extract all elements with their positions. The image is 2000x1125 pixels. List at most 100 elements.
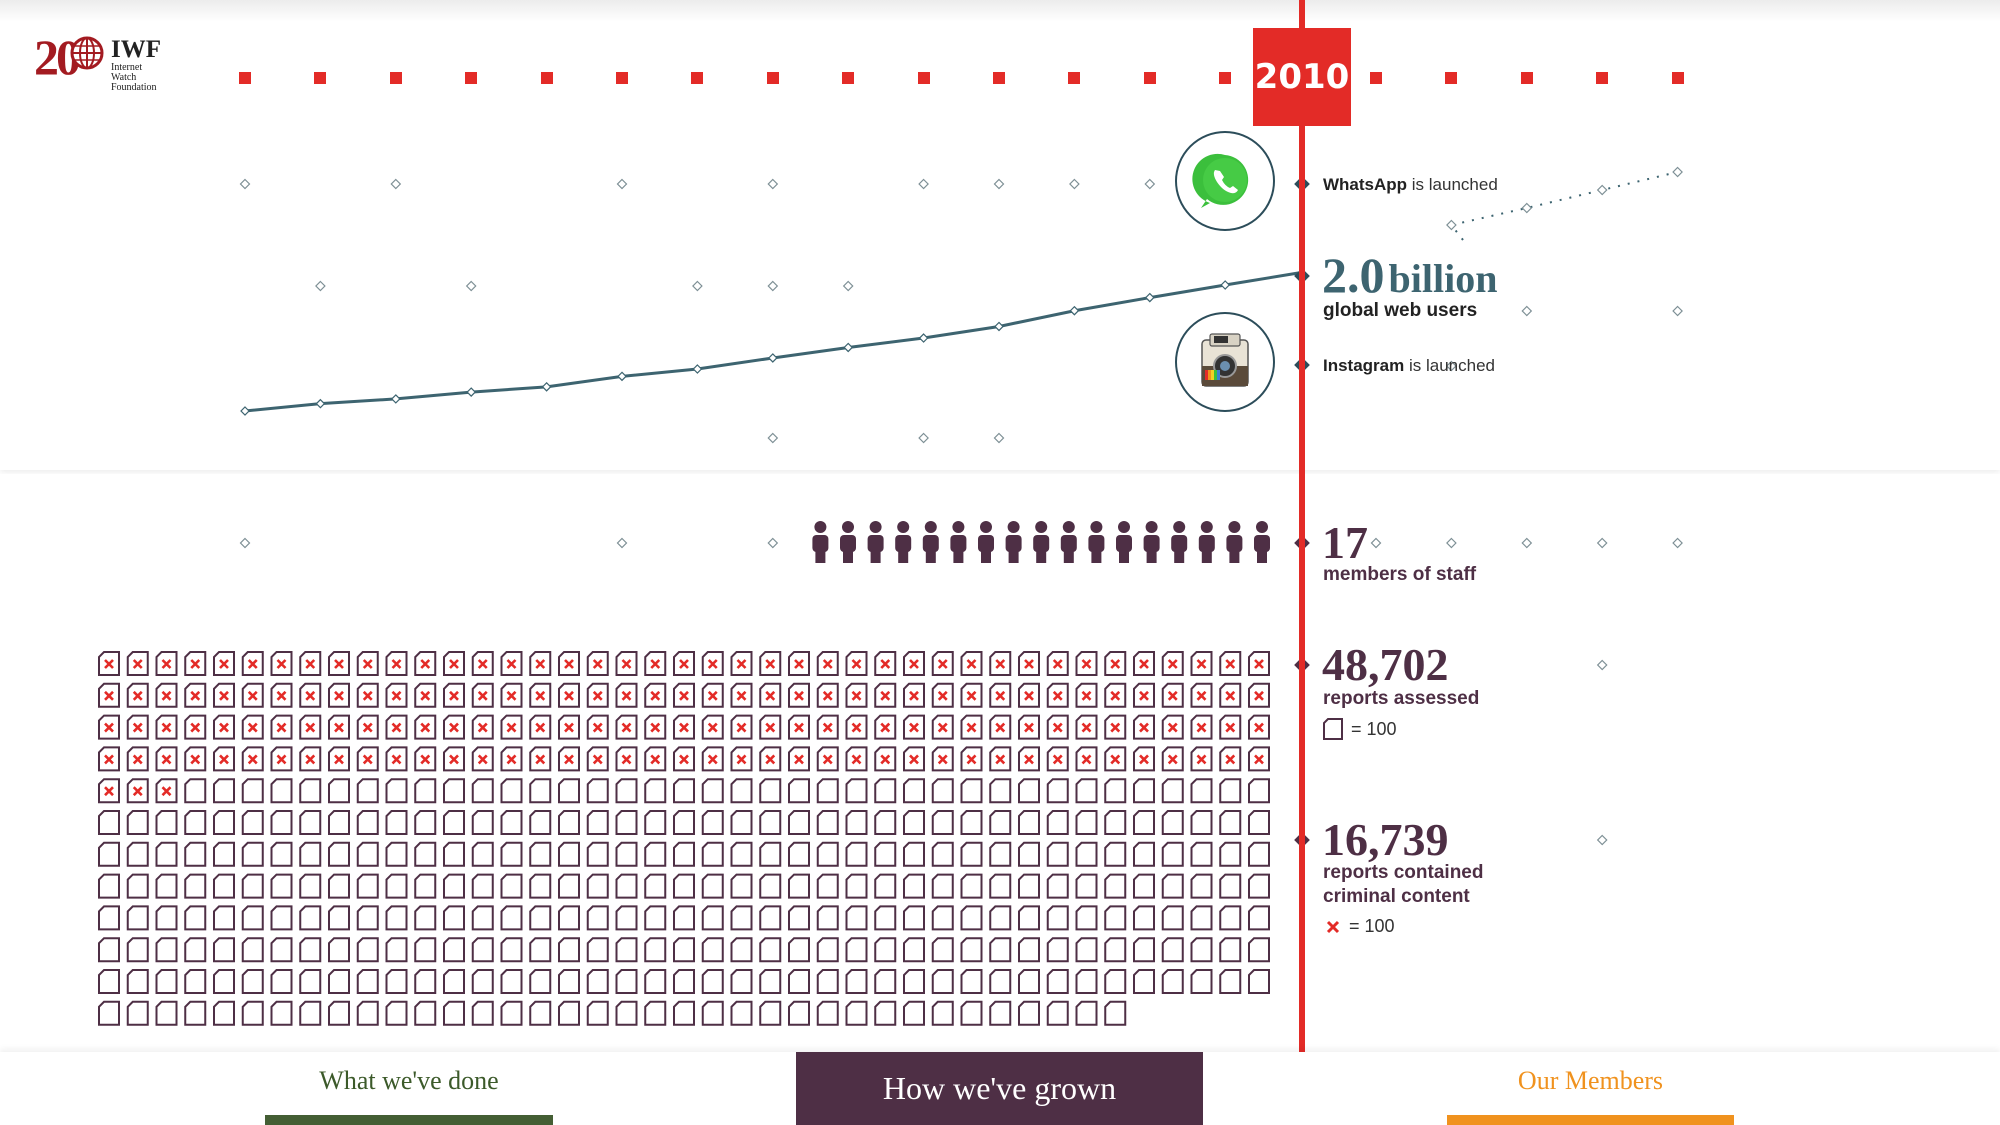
report-document-icon <box>1104 873 1127 899</box>
criminal-cross-icon <box>995 659 1006 669</box>
criminal-cross-icon <box>822 722 833 733</box>
staff-figure-body <box>1143 535 1160 552</box>
criminal-cross-icon <box>276 690 287 701</box>
year-marker[interactable] <box>1596 72 1609 84</box>
report-document-icon <box>1133 841 1155 867</box>
report-document-icon <box>845 778 868 804</box>
iwf-20-logo[interactable]: 20 IWF Internet Watch Foundation <box>34 30 184 100</box>
year-marker[interactable] <box>993 72 1005 84</box>
event-whatsapp: WhatsApp is launched <box>1323 175 1498 195</box>
report-document-icon <box>1248 873 1270 899</box>
criminal-cross-icon <box>995 690 1006 701</box>
report-document-icon <box>1046 841 1069 867</box>
report-document-icon <box>213 969 235 994</box>
report-document-icon <box>903 841 925 867</box>
report-document-icon <box>126 810 149 835</box>
year-marker[interactable] <box>691 72 704 84</box>
current-year-label[interactable]: 2010 <box>1253 28 1351 126</box>
criminal-cross-icon <box>506 690 517 701</box>
year-marker[interactable] <box>917 72 930 84</box>
report-document-icon <box>1161 841 1184 867</box>
staff-figure-body <box>812 535 829 552</box>
criminal-cross-icon <box>1196 754 1207 765</box>
report-document-icon <box>155 841 178 867</box>
criminal-cross-icon <box>305 722 316 733</box>
criminal-cross-icon <box>880 754 891 765</box>
whatsapp-icon[interactable] <box>1175 131 1275 231</box>
report-document-icon <box>414 969 437 994</box>
year-marker[interactable] <box>389 72 402 84</box>
report-document-icon <box>414 810 437 835</box>
year-marker[interactable] <box>1445 72 1458 84</box>
placeholder-diamond <box>1596 834 1608 846</box>
report-document-icon <box>1133 969 1155 994</box>
criminal-cross-icon <box>564 754 574 765</box>
placeholder-diamond <box>767 537 779 549</box>
year-marker[interactable] <box>1068 72 1081 84</box>
logo-subtitle-line: Watch <box>111 72 137 83</box>
report-document-icon <box>644 905 667 931</box>
year-marker[interactable] <box>1520 72 1533 84</box>
report-document-icon <box>1161 810 1184 835</box>
report-document-icon <box>816 1000 839 1026</box>
report-document-icon <box>184 841 207 867</box>
report-document-icon <box>701 810 724 835</box>
year-marker[interactable] <box>314 72 327 84</box>
staff-figure-legs <box>925 549 936 563</box>
criminal-cross-icon <box>1081 722 1092 733</box>
report-document-icon <box>155 873 178 899</box>
criminal-cross-icon <box>420 754 431 765</box>
year-marker[interactable] <box>1370 72 1382 84</box>
year-marker[interactable] <box>1219 72 1232 84</box>
criminal-cross-icon <box>1081 690 1092 701</box>
criminal-cross-icon <box>391 659 402 669</box>
staff-figure-body <box>1226 535 1243 552</box>
report-document-icon <box>414 937 437 963</box>
report-document-icon <box>241 937 264 963</box>
placeholder-diamond <box>767 178 779 190</box>
report-document-icon <box>213 778 235 804</box>
placeholder-diamond <box>315 280 326 292</box>
nav-how-weve-grown[interactable]: How we've grown <box>796 1052 1203 1125</box>
year-marker[interactable] <box>1143 72 1156 84</box>
criminal-cross-icon <box>219 690 229 701</box>
nav-our-members[interactable]: Our Members <box>1447 1052 1734 1125</box>
year-marker[interactable] <box>1671 72 1684 84</box>
year-marker[interactable] <box>616 72 628 84</box>
report-document-icon <box>759 969 782 994</box>
instagram-camera-icon[interactable] <box>1175 312 1275 412</box>
placeholder-diamond <box>390 178 402 190</box>
criminal-cross-icon <box>161 722 172 733</box>
year-marker[interactable] <box>540 72 553 84</box>
report-document-icon <box>1219 937 1242 963</box>
staff-figure-head <box>1062 521 1075 533</box>
report-document-icon <box>788 969 810 994</box>
report-document-icon <box>126 873 149 899</box>
report-document-icon <box>385 1000 408 1026</box>
report-document-icon <box>1075 810 1098 835</box>
report-document-icon <box>328 841 350 867</box>
projection-diamond <box>1672 166 1683 178</box>
report-document-icon <box>1248 937 1270 963</box>
criminal-cross-icon <box>966 754 977 765</box>
report-document-icon <box>759 905 782 931</box>
report-document-icon <box>1075 778 1098 804</box>
report-document-icon <box>586 937 609 963</box>
criminal-cross-icon <box>909 659 919 669</box>
year-marker[interactable] <box>842 72 855 84</box>
placeholder-diamond <box>692 280 703 292</box>
report-document-icon <box>1190 841 1213 867</box>
report-document-icon <box>1161 873 1184 899</box>
report-document-icon <box>1248 778 1270 804</box>
criminal-cross-icon <box>1052 722 1063 733</box>
criminal-cross-icon <box>1052 754 1063 765</box>
criminal-cross-icon <box>506 722 517 733</box>
year-marker[interactable] <box>766 72 779 84</box>
nav-what-weve-done[interactable]: What we've done <box>265 1052 553 1125</box>
report-document-icon <box>443 778 465 804</box>
criminal-cross-icon <box>1196 722 1207 733</box>
timeline-visualization <box>98 166 1683 1026</box>
criminal-cross-icon <box>535 659 546 669</box>
year-marker[interactable] <box>465 72 478 84</box>
year-marker[interactable] <box>239 72 251 84</box>
